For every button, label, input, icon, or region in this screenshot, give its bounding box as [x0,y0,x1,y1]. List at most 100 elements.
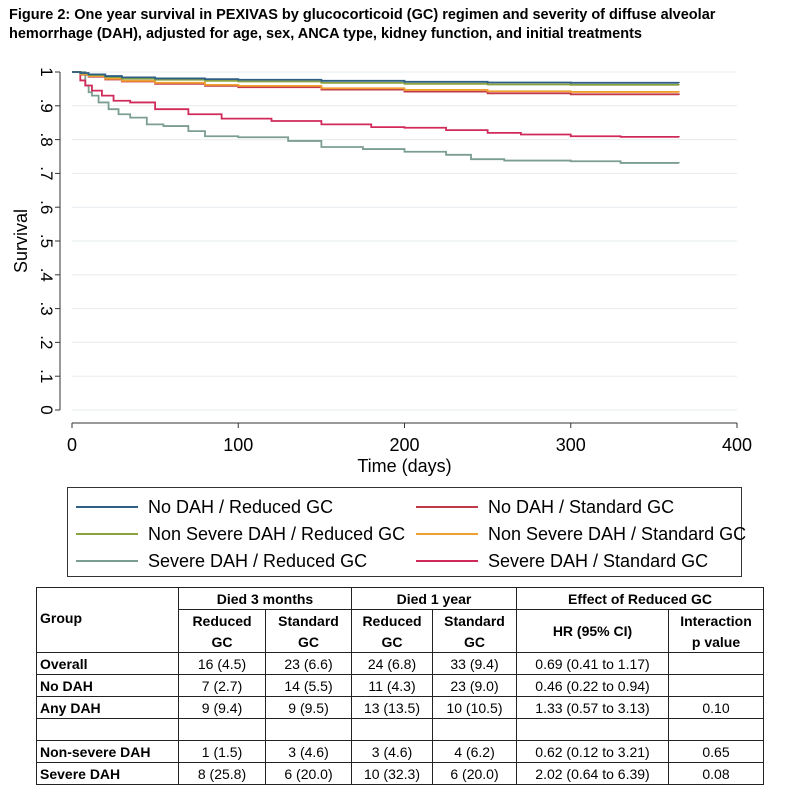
x-tick-label: 0 [67,435,77,455]
series-line-severe-dah-standard-gc [72,71,680,138]
cell-hr: 0.46 (0.22 to 0.94) [516,674,669,697]
y-tick-label: .8 [37,133,56,147]
y-tick-label: .2 [37,335,56,349]
legend-swatch [76,560,138,562]
cell-reduced-1y: 11 (4.3) [351,674,433,697]
header-reduced-3m: Reduced [178,609,266,631]
cell-pvalue: 0.65 [668,740,764,763]
table-row: No DAH 7 (2.7) 14 (5.5) 11 (4.3) 23 (9.0… [36,674,764,697]
legend-swatch [76,533,138,535]
row-group: No DAH [36,674,179,697]
header-group: Group [36,587,179,653]
legend-item-severe-reduced: Severe DAH / Reduced GC [76,548,367,574]
legend-swatch [76,506,138,508]
header-standard-1y: Standard [432,609,517,631]
legend-label: Non Severe DAH / Reduced GC [148,523,406,544]
cell-standard-3m: 23 (6.6) [265,652,352,675]
legend-item-nonsevere-standard: Non Severe DAH / Standard GC [416,521,746,547]
cell-standard-3m: 3 (4.6) [265,740,352,763]
row-group: Overall [36,652,179,675]
header-standard-3m: Standard [265,609,352,631]
y-tick-label: 0 [37,405,56,414]
header-died-1-year: Died 1 year [351,587,517,610]
x-tick-label: 400 [722,435,752,455]
legend-label: Severe DAH / Standard GC [488,550,709,571]
table-row: Any DAH 9 (9.4) 9 (9.5) 13 (13.5) 10 (10… [36,696,764,719]
table-row: Severe DAH 8 (25.8) 6 (20.0) 10 (32.3) 6… [36,762,764,785]
results-table: Group Died 3 months Died 1 year Effect o… [36,587,764,785]
legend-label: No DAH / Reduced GC [148,496,334,517]
x-tick-label: 300 [556,435,586,455]
cell-reduced-3m: 8 (25.8) [178,762,266,785]
header-reduced-1y: Reduced [351,609,433,631]
legend-item-no-dah-standard: No DAH / Standard GC [416,494,674,520]
header-gc-r3: GC [178,631,266,653]
y-tick-label: 1 [37,67,56,76]
y-tick-label: .6 [37,200,56,214]
x-axis-title: Time (days) [357,456,451,476]
figure-title: Figure 2: One year survival in PEXIVAS b… [9,6,809,44]
header-pvalue: p value [668,631,764,653]
header-gc-s1: GC [432,631,517,653]
cell-hr: 0.69 (0.41 to 1.17) [516,652,669,675]
cell-reduced-3m: 9 (9.4) [178,696,266,719]
cell-standard-3m [265,718,352,741]
legend-swatch [416,506,478,508]
cell-hr: 2.02 (0.64 to 6.39) [516,762,669,785]
y-tick-label: .7 [37,166,56,180]
cell-hr: 1.33 (0.57 to 3.13) [516,696,669,719]
chart-legend: No DAH / Reduced GC No DAH / Standard GC… [67,487,746,577]
cell-reduced-1y: 3 (4.6) [351,740,433,763]
cell-standard-3m: 6 (20.0) [265,762,352,785]
cell-reduced-1y [351,718,433,741]
cell-reduced-3m: 7 (2.7) [178,674,266,697]
legend-label: Severe DAH / Reduced GC [148,550,368,571]
legend-item-nonsevere-reduced: Non Severe DAH / Reduced GC [76,521,405,547]
header-interaction: Interaction [668,609,764,631]
figure-title-line-1: Figure 2: One year survival in PEXIVAS b… [9,7,716,23]
cell-reduced-3m [178,718,266,741]
series-line-no-dah-reduced-gc [72,71,680,84]
legend-label: No DAH / Standard GC [488,496,675,517]
y-tick-label: .3 [37,302,56,316]
cell-standard-1y [432,718,517,741]
row-group: Severe DAH [36,762,179,785]
cell-reduced-1y: 10 (32.3) [351,762,433,785]
table-row-spacer [36,718,764,741]
cell-reduced-3m: 16 (4.5) [178,652,266,675]
survival-chart: 0 .1 .2 .3 .4 .5 .6 .7 .8 .9 1 0 100 200 300 400 Time (d… [11,67,752,476]
y-axis-title: Survival [11,209,31,273]
y-tick-label: .9 [37,99,56,113]
cell-standard-1y: 10 (10.5) [432,696,517,719]
header-gc-r1: GC [351,631,433,653]
row-group: Any DAH [36,696,179,719]
row-group: Non-severe DAH [36,740,179,763]
cell-standard-1y: 6 (20.0) [432,762,517,785]
legend-label: Non Severe DAH / Standard GC [488,523,747,544]
legend-swatch [416,533,478,535]
cell-standard-3m: 9 (9.5) [265,696,352,719]
cell-reduced-3m: 1 (1.5) [178,740,266,763]
x-tick-label: 200 [389,435,419,455]
cell-hr: 0.62 (0.12 to 3.21) [516,740,669,763]
figure-title-line-2: hemorrhage (DAH), adjusted for age, sex,… [9,26,643,42]
row-group [36,718,179,741]
cell-standard-3m: 14 (5.5) [265,674,352,697]
cell-pvalue [668,652,764,675]
cell-pvalue: 0.08 [668,762,764,785]
cell-reduced-1y: 24 (6.8) [351,652,433,675]
table-row: Overall 16 (4.5) 23 (6.6) 24 (6.8) 33 (9… [36,652,764,675]
cell-pvalue: 0.10 [668,696,764,719]
table-row: Non-severe DAH 1 (1.5) 3 (4.6) 3 (4.6) 4… [36,740,764,763]
legend-item-severe-standard: Severe DAH / Standard GC [416,548,708,574]
cell-standard-1y: 23 (9.0) [432,674,517,697]
header-gc-s3: GC [265,631,352,653]
header-died-3-months: Died 3 months [178,587,352,610]
cell-pvalue [668,674,764,697]
series-line-severe-dah-reduced-gc [72,71,680,164]
header-hr: HR (95% CI) [516,609,669,653]
legend-item-no-dah-reduced: No DAH / Reduced GC [76,494,333,520]
y-tick-label: .4 [37,268,56,282]
x-tick-label: 100 [223,435,253,455]
cell-pvalue [668,718,764,741]
